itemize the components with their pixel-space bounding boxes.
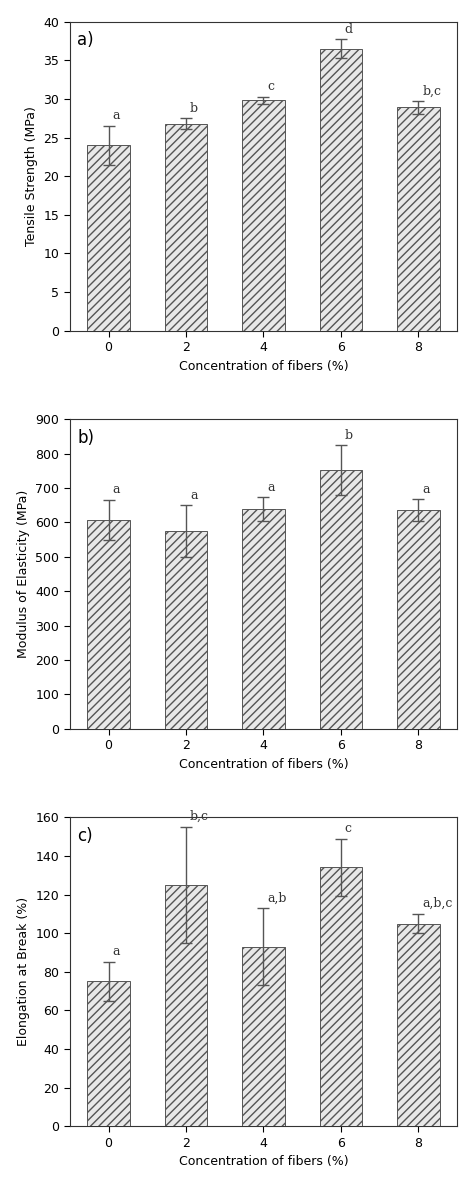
Bar (397, 511, 440, 729)
Bar (319, 49, 362, 331)
Y-axis label: Elongation at Break (%): Elongation at Break (%) (17, 897, 30, 1046)
Text: a: a (422, 482, 430, 495)
Text: a): a) (77, 31, 94, 49)
Text: a: a (267, 481, 275, 494)
Text: b: b (345, 429, 353, 442)
Text: c: c (345, 822, 352, 834)
Bar (87, 520, 130, 729)
Bar (397, 108, 440, 331)
Text: b,c: b,c (422, 84, 441, 97)
Bar (242, 101, 285, 331)
Text: c: c (267, 79, 274, 92)
Text: a: a (112, 109, 120, 122)
Bar (87, 146, 130, 331)
Bar (165, 531, 207, 729)
Y-axis label: Modulus of Elasticity (MPa): Modulus of Elasticity (MPa) (17, 489, 30, 658)
Bar (242, 947, 285, 1127)
Bar (242, 510, 285, 729)
Bar (397, 923, 440, 1127)
Text: a: a (112, 483, 120, 497)
Bar (165, 885, 207, 1127)
Bar (319, 867, 362, 1127)
Text: a: a (112, 946, 120, 959)
Text: c): c) (77, 826, 93, 845)
X-axis label: Concentration of fibers (%): Concentration of fibers (%) (179, 1155, 348, 1168)
X-axis label: Concentration of fibers (%): Concentration of fibers (%) (179, 757, 348, 770)
Bar (165, 123, 207, 331)
Bar (87, 981, 130, 1127)
Text: b): b) (77, 429, 94, 447)
Text: a,b: a,b (267, 891, 287, 904)
Bar (319, 470, 362, 729)
Text: b,c: b,c (190, 811, 209, 824)
X-axis label: Concentration of fibers (%): Concentration of fibers (%) (179, 360, 348, 373)
Text: a: a (190, 488, 197, 501)
Y-axis label: Tensile Strength (MPa): Tensile Strength (MPa) (25, 107, 38, 246)
Text: a,b,c: a,b,c (422, 897, 453, 910)
Text: d: d (345, 23, 353, 36)
Text: b: b (190, 102, 198, 115)
